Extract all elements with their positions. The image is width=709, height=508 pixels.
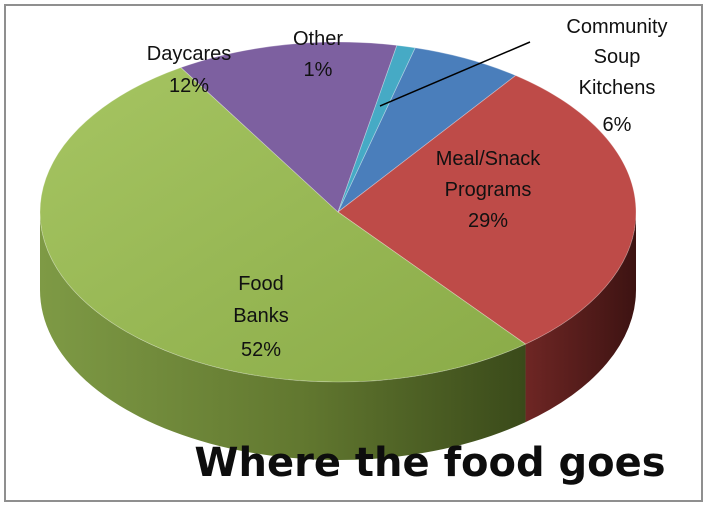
label-food-banks: Food Banks 52%	[233, 273, 289, 361]
pie-slice-meal-snack-programs	[337, 75, 637, 345]
chart-title: Where the food goes	[194, 440, 665, 486]
pie-side-food-banks	[40, 212, 526, 461]
label-meal-snack-programs: Meal/Snack Programs 29%	[436, 148, 541, 232]
pie-side-meal-snack-programs	[525, 212, 636, 423]
pie-slices	[39, 41, 637, 383]
label-daycares: Daycares 12%	[147, 43, 231, 97]
label-line: Soup	[594, 46, 641, 68]
label-line: Community	[566, 16, 667, 38]
pie-slice-other	[337, 44, 416, 213]
label-value-food-banks: 52%	[241, 339, 281, 361]
label-line: Food	[238, 273, 284, 295]
soup-kitchen-leader-line	[379, 41, 531, 107]
label-value-other: 1%	[304, 59, 333, 81]
pie-slice-daycares	[180, 41, 398, 213]
label-name-other: Other	[293, 28, 343, 50]
label-line: Banks	[233, 305, 289, 327]
label-community-soup-kitchens: Community Soup Kitchens 6%	[566, 16, 667, 136]
label-value-community-soup-kitchens: 6%	[603, 114, 632, 136]
label-value-meal-snack-programs: 29%	[468, 210, 508, 232]
label-value-daycares: 12%	[169, 75, 209, 97]
pie-slice-community-soup-kitchens	[337, 47, 517, 213]
label-line: Meal/Snack	[436, 148, 541, 170]
label-other: Other 1%	[293, 28, 343, 81]
label-name-daycares: Daycares	[147, 43, 231, 65]
label-line: Kitchens	[579, 77, 656, 99]
pie-slice-food-banks	[39, 67, 527, 383]
label-line: Programs	[445, 179, 532, 201]
pie-sides	[40, 212, 636, 461]
